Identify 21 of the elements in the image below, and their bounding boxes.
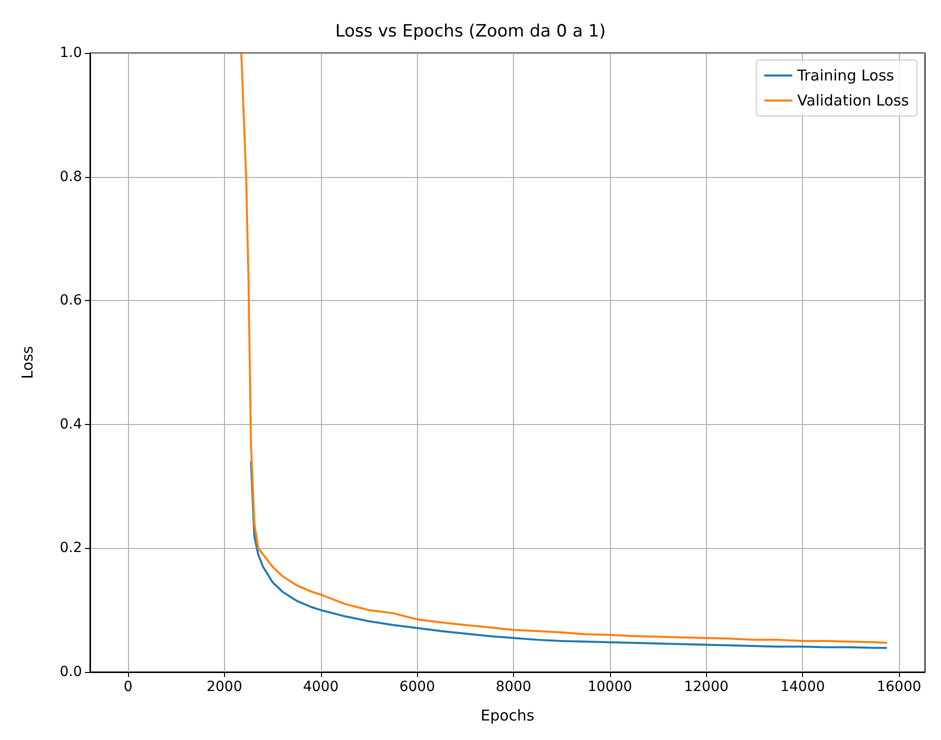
x-tick-label: 6000 xyxy=(399,679,435,695)
x-tick-label: 10000 xyxy=(588,679,632,695)
y-tick-label: 0.0 xyxy=(60,664,82,680)
x-tick-label: 12000 xyxy=(684,679,729,695)
line-series xyxy=(250,460,888,649)
x-tick-label: 16000 xyxy=(876,679,922,695)
y-tick-label: 0.6 xyxy=(60,292,82,309)
y-tick-label: 0.2 xyxy=(60,540,82,556)
x-tick-label: 8000 xyxy=(496,679,532,695)
y-axis-title: Loss xyxy=(18,346,36,379)
x-tick-label: 2000 xyxy=(206,679,242,695)
x-axis-title: Epochs xyxy=(480,706,535,724)
x-tick-label: 14000 xyxy=(780,679,825,695)
x-tick-label: 4000 xyxy=(302,679,339,695)
legend-label: Training Loss xyxy=(796,66,894,84)
chart-title: Loss vs Epochs (Zoom da 0 a 1) xyxy=(335,22,606,42)
y-tick-label: 0.8 xyxy=(60,168,82,185)
y-tick-label: 1.0 xyxy=(60,45,82,61)
y-tick-label: 0.4 xyxy=(60,416,82,432)
legend-label: Validation Loss xyxy=(797,92,910,110)
x-tick-label: 0 xyxy=(124,679,133,695)
